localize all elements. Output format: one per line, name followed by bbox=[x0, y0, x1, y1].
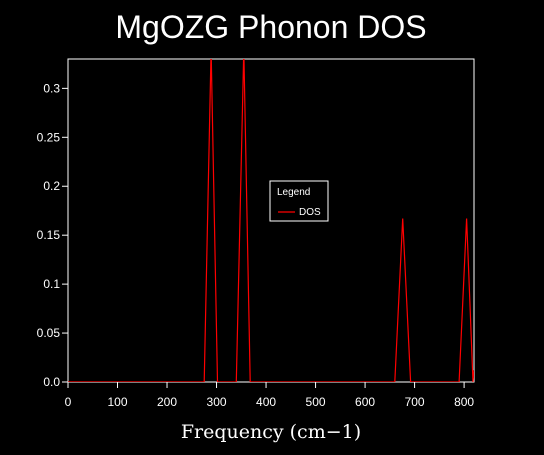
x-tick-label: 100 bbox=[107, 395, 127, 409]
legend-box bbox=[269, 180, 329, 222]
x-tick-label: 600 bbox=[355, 395, 375, 409]
y-tick-label: 0.1 bbox=[43, 277, 60, 291]
y-tick-label: 0.3 bbox=[43, 81, 60, 95]
legend: Legend DOS bbox=[269, 180, 329, 222]
x-tick-label: 800 bbox=[454, 395, 474, 409]
y-tick-label: 0.15 bbox=[37, 228, 61, 242]
series-line-dos bbox=[68, 59, 474, 382]
x-tick-label: 700 bbox=[405, 395, 425, 409]
legend-entry-dos: DOS bbox=[299, 207, 321, 218]
chart-title: MgOZG Phonon DOS bbox=[115, 9, 426, 45]
x-axis: 0 100 200 300 400 500 600 700 800 bbox=[65, 382, 474, 409]
x-tick-label: 300 bbox=[207, 395, 227, 409]
x-tick-label: 0 bbox=[65, 395, 72, 409]
y-tick-label: 0.0 bbox=[43, 375, 60, 389]
y-tick-label: 0.25 bbox=[37, 130, 61, 144]
y-tick-label: 0.05 bbox=[37, 326, 61, 340]
x-axis-label: Frequency (cm−1) bbox=[181, 421, 361, 443]
x-tick-label: 400 bbox=[256, 395, 276, 409]
x-tick-label: 500 bbox=[306, 395, 326, 409]
legend-title: Legend bbox=[277, 187, 310, 198]
y-axis: 0.0 0.05 0.1 0.15 0.2 0.25 0.3 bbox=[37, 81, 68, 389]
x-tick-label: 200 bbox=[157, 395, 177, 409]
y-tick-label: 0.2 bbox=[43, 179, 60, 193]
